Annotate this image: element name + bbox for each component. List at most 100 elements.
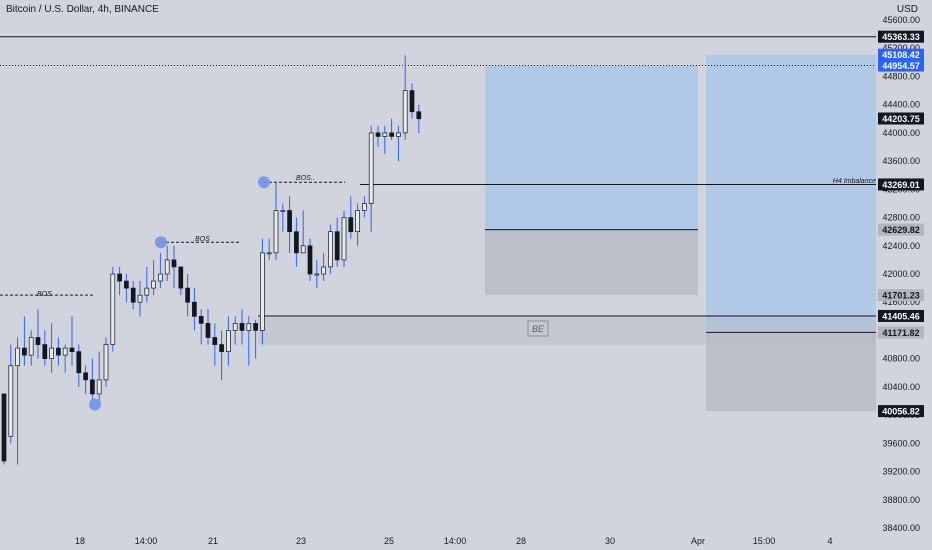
candle-body [348,217,354,233]
be-label: BE [532,324,545,334]
candle-body [28,337,34,356]
candle-body [321,266,326,275]
time-tick-label: Apr [691,536,705,546]
candle-body [226,330,231,352]
candle-body [273,210,279,254]
price-tick-label: 38800.00 [882,495,920,505]
time-tick-label: 4 [827,536,832,546]
candle-body [42,344,48,360]
candle-body [192,301,197,317]
swing-marker-3 [258,176,270,189]
candle-body [253,323,258,331]
candle-body [124,280,129,289]
candle-body [62,347,68,356]
price-tag-label: 41701.23 [882,291,920,301]
price-tag-label: 41405.46 [882,311,920,321]
stop-zone-2 [706,332,876,412]
price-tick-label: 40800.00 [882,354,920,364]
candle-body [56,347,61,356]
candle-body [158,273,163,282]
candle-body [110,273,116,345]
price-tick-label: 44800.00 [882,71,920,81]
currency-label: USD [896,4,918,15]
price-tag-label: 40056.82 [882,407,920,417]
candle-body [416,111,422,120]
price-tick-label: 42800.00 [882,213,920,223]
price-tag-box [878,289,924,302]
candle-body [137,294,143,303]
candle-body [287,210,292,233]
imbalance-band [258,315,876,345]
candle-body [76,351,82,374]
price-tick-label: 43600.00 [882,156,920,166]
price-tick-label: 45600.00 [882,15,920,25]
candle-body [239,323,245,331]
candle-body [355,210,360,233]
candle-body [185,287,190,303]
price-tag-label: 42629.82 [882,225,920,235]
stop-zone-1 [485,229,698,296]
price-tick-label: 39600.00 [882,438,920,448]
candle-body [164,259,170,275]
price-tick-label: 42400.00 [882,241,920,251]
bos-label-1: BOS [37,291,52,298]
price-tick-label: 41600.00 [882,297,920,307]
candle-body [130,287,136,303]
time-tick-label: 21 [208,536,218,546]
candle-body [96,379,102,395]
price-tag-box [878,178,924,191]
candle-body [260,252,265,331]
price-tick-label: 44400.00 [882,100,920,110]
candle-body [22,347,27,356]
time-tick-label: 30 [605,536,615,546]
candle-body [205,323,211,338]
lines-layer [0,36,876,333]
swing-marker-2 [155,236,167,249]
symbol-title: Bitcoin / U.S. Dollar, 4h, BINANCE [6,4,159,15]
price-axis[interactable]: 38400.0038800.0039200.0039600.0040000.00… [878,15,924,533]
target-zone-1 [485,65,698,230]
bos-label-2: BOS [195,236,210,243]
candle-body [69,347,75,352]
candle-body [151,280,156,289]
candle-body [368,132,374,204]
price-tag-box [878,309,924,322]
candle-body [314,273,320,276]
price-tag-label: 45363.33 [882,32,920,42]
price-tag-box [878,59,924,72]
candle-body [178,266,184,289]
candle-body [307,245,313,275]
price-tag-label: 43269.01 [882,180,920,190]
be-box [527,320,549,337]
time-tick-label: 15:00 [753,536,776,546]
candle-body [83,372,88,381]
candle-body [246,323,252,331]
candle-body [212,337,218,345]
candles-layer [1,55,422,465]
time-tick-label: 28 [516,536,526,546]
annotations-layer: BOS BOS BOS.. H4 Imbalance BE [37,175,876,337]
candle-body [198,315,204,324]
candle-body [341,217,347,261]
price-tick-label: 39200.00 [882,467,920,477]
price-tag-label: 41171.82 [882,328,919,338]
price-tag-box [878,30,924,43]
candle-body [396,132,401,137]
price-tag-label: 44203.75 [882,114,920,124]
price-tick-label: 45200.00 [882,43,920,53]
candle-body [328,231,333,268]
candle-body [117,273,122,282]
price-tick-label: 44000.00 [882,128,920,138]
time-axis[interactable]: 18 14:00 21 23 25 14:00 28 30 Apr 15:00 4 [75,536,833,546]
candle-body [334,231,340,261]
imbalance-label: H4 Imbalance [833,178,876,185]
target-zone-2 [706,54,876,333]
candle-body [1,393,7,462]
time-tick-label: 25 [384,536,394,546]
price-tick-label: 38400.00 [882,523,920,533]
candle-body [219,344,224,352]
candle-body [294,231,299,254]
time-tick-label: 14:00 [444,536,467,546]
time-tick-label: 23 [296,536,306,546]
